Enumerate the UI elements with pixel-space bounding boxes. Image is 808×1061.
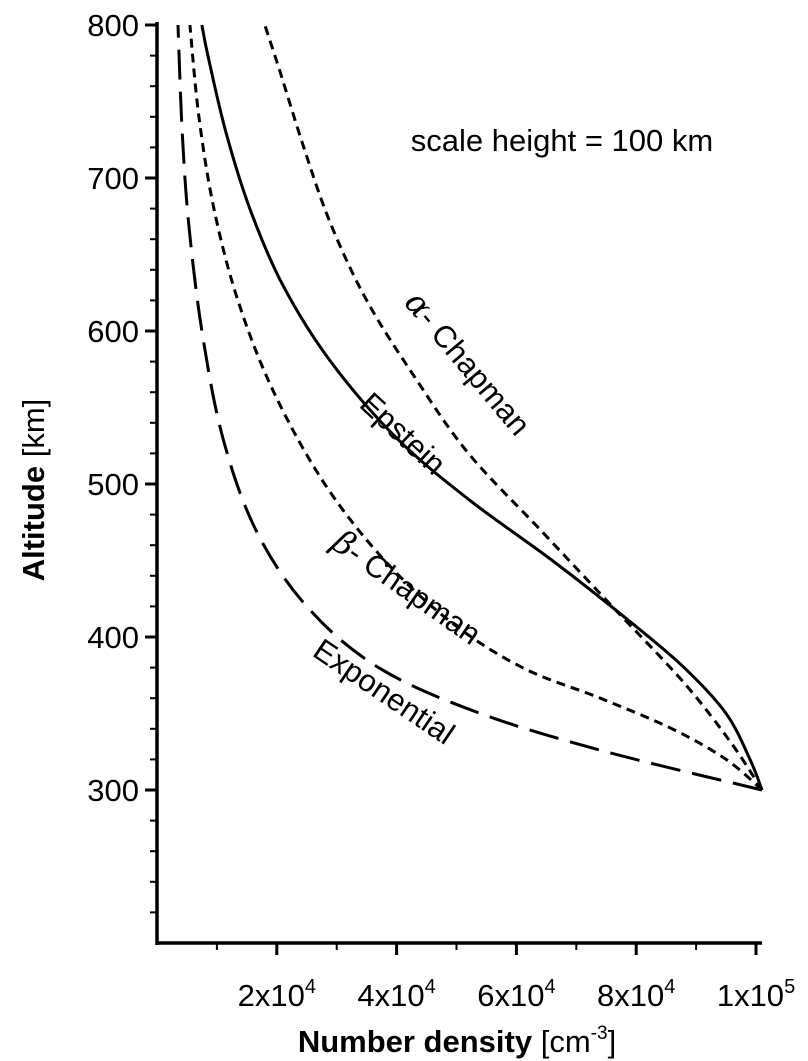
- y-axis-title-main: Altitude: [16, 466, 51, 581]
- x-axis-title-main: Number density: [298, 1024, 533, 1059]
- series-label-beta-chapman: β- Chapman: [324, 520, 489, 652]
- y-tick-label: 400: [87, 620, 139, 655]
- axes: [155, 22, 762, 945]
- beta-chapman-text: - Chapman: [342, 535, 488, 652]
- y-tick-label: 800: [87, 8, 139, 43]
- x-tick-label: 2x104: [238, 976, 316, 1013]
- x-axis-title: Number density [cm-3]: [298, 1023, 616, 1059]
- series-line-epstein: [200, 24, 764, 791]
- x-tick-label: 1x105: [717, 976, 795, 1013]
- x-axis-title-unit: [cm: [532, 1024, 591, 1059]
- y-tick-label: 600: [87, 314, 139, 349]
- x-axis-title-unit-exp: -3: [591, 1023, 608, 1044]
- series-label-epstein: Epstein: [353, 386, 452, 482]
- y-tick-label: 300: [87, 773, 139, 808]
- annotation-scale-height: scale height = 100 km: [411, 123, 713, 158]
- series-label-alpha-chapman: α- Chapman: [397, 283, 540, 443]
- series-line-alpha-chapman: [263, 24, 764, 791]
- series-line-exponential: [176, 24, 763, 792]
- y-tick-label: 700: [87, 161, 139, 196]
- y-axis-title: Altitude [km]: [16, 399, 51, 582]
- y-tick-label: 500: [87, 467, 139, 502]
- curves: [176, 24, 764, 792]
- y-axis-title-unit: [km]: [16, 399, 51, 466]
- ticks: 300 400 500 600 700 800 2x104 4x104 6x104 8x104 1x…: [87, 8, 795, 1013]
- series-label-exponential: Exponential: [307, 632, 461, 752]
- series-line-beta-chapman: [188, 24, 763, 792]
- x-tick-label: 8x104: [597, 976, 675, 1013]
- x-tick-label: 6x104: [477, 976, 555, 1013]
- alpha-chapman-text: - Chapman: [412, 302, 537, 442]
- x-axis-title-unit-close: ]: [608, 1024, 617, 1059]
- x-tick-label: 4x104: [357, 976, 435, 1013]
